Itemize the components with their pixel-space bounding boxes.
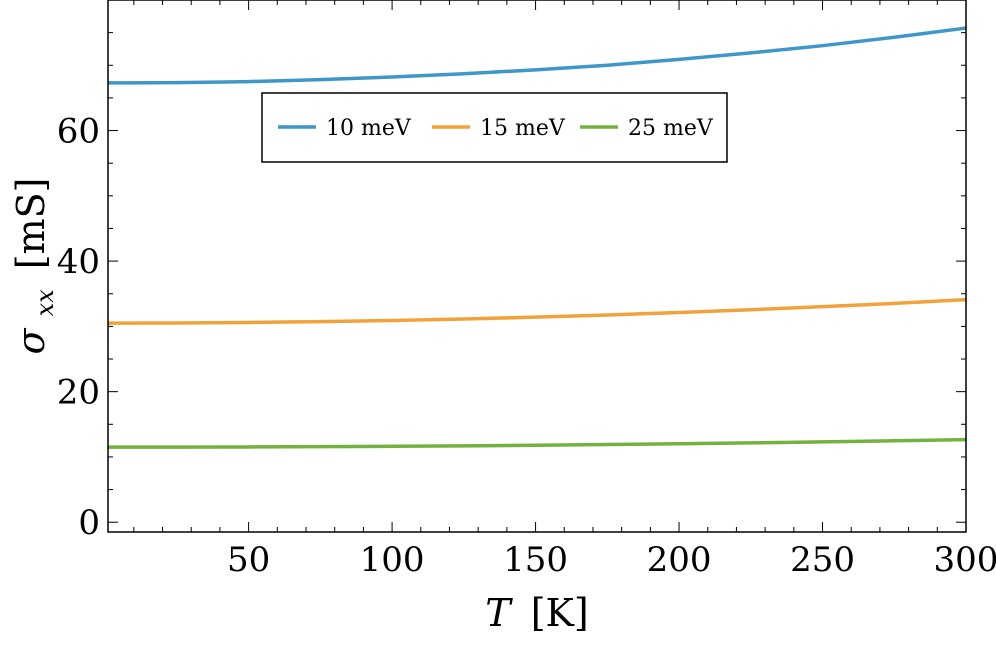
y-tick-label: 60	[57, 112, 100, 152]
x-tick-label: 150	[503, 540, 568, 580]
x-axis-unit: [K]	[531, 591, 589, 635]
y-axis-symbol: σ	[9, 327, 53, 354]
y-tick-label: 20	[57, 373, 100, 413]
series-line-15-mev	[107, 297, 967, 325]
y-axis-unit: [mS]	[9, 178, 53, 270]
series-lines	[107, 26, 967, 449]
plot-frame	[107, 0, 967, 533]
legend-box	[261, 92, 728, 163]
legend-label: 10 meV	[326, 116, 412, 141]
x-axis-label: T [K]	[485, 591, 589, 635]
x-tick-label: 250	[790, 540, 855, 580]
series-line-25-mev	[107, 437, 967, 449]
y-tick-label: 40	[57, 242, 100, 282]
legend-label: 15 meV	[480, 116, 566, 141]
series-line-10-mev	[107, 26, 967, 85]
x-tick-label: 100	[360, 540, 425, 580]
x-axis-symbol: T	[485, 591, 513, 635]
x-tick-labels: 50 100 150 200 250 300	[227, 540, 996, 580]
x-tick-label: 50	[227, 540, 270, 580]
y-tick-label: 0	[78, 503, 100, 543]
y-axis-label: σ xx [mS]	[9, 178, 62, 355]
x-tick-label: 200	[647, 540, 712, 580]
y-tick-labels: 0 20 40 60	[57, 112, 100, 544]
legend-label: 25 meV	[628, 116, 714, 141]
x-tick-label: 300	[934, 540, 996, 580]
tick-marks	[108, 0, 967, 532]
legend: 10 meV 15 meV 25 meV	[261, 92, 728, 163]
y-axis-subscript: xx	[31, 289, 59, 317]
